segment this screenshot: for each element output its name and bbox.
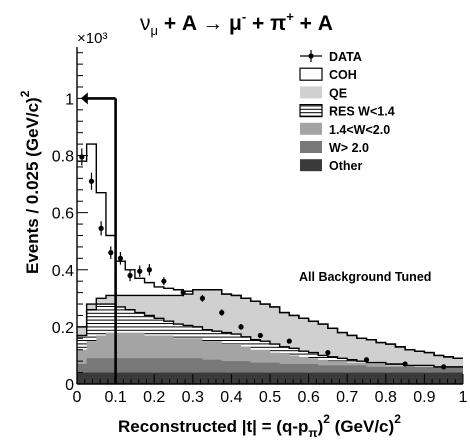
data-point — [257, 332, 263, 339]
legend-label: Other — [329, 159, 362, 173]
y-tick-label: 0.2 — [52, 320, 74, 337]
legend-entry: Other — [300, 159, 362, 173]
axes — [76, 47, 464, 385]
x-tick-label: 0.4 — [220, 389, 242, 406]
data-point-marker — [199, 295, 206, 301]
legend-entry: 1.4<W<2.0 — [300, 122, 390, 137]
data-point-marker — [363, 357, 370, 363]
data-point — [146, 264, 152, 276]
data-point — [325, 349, 331, 356]
data-point-marker — [325, 349, 331, 356]
data-point — [88, 172, 95, 190]
y-tick-label: 0.4 — [52, 263, 74, 280]
data-point-marker — [88, 178, 95, 184]
data-point-marker — [238, 324, 244, 330]
legend-label: QE — [329, 86, 347, 100]
data-point — [98, 221, 104, 236]
legend-entry: DATA — [300, 50, 362, 64]
data-point-marker — [441, 364, 447, 370]
legend-swatch — [300, 86, 322, 99]
legend-label: COH — [329, 68, 357, 82]
legend-swatch — [299, 103, 323, 118]
data-point-marker — [117, 255, 124, 261]
data-point-marker — [98, 225, 104, 231]
data-point-marker — [146, 267, 152, 273]
legend-label: RES W<1.4 — [329, 105, 395, 119]
data-point-marker — [219, 310, 225, 316]
y-tick-label: 0 — [65, 377, 74, 394]
chart-title: νμ + A → μ- + π+ + A — [140, 9, 333, 38]
legend-entry: COH — [299, 67, 357, 82]
y-tick-label: 0.8 — [52, 149, 74, 166]
x-tick-label: 0.7 — [336, 389, 358, 406]
data-point — [402, 361, 408, 367]
data-point-marker — [180, 290, 186, 296]
x-tick-label: 0.5 — [259, 389, 281, 406]
data-point — [441, 364, 447, 370]
y-tick-label: 0.6 — [52, 206, 74, 223]
data-point — [108, 246, 114, 259]
y-multiplier: ×10³ — [77, 30, 107, 47]
x-tick-label: 1 — [459, 389, 468, 406]
x-tick-label: 0.8 — [375, 389, 397, 406]
data-point-marker — [108, 250, 114, 256]
data-point-marker — [402, 361, 408, 367]
data-point-marker — [257, 332, 263, 339]
y-tick-labels: 0 0.2 0.4 0.6 0.8 1 — [52, 91, 74, 394]
legend-marker-dot — [308, 53, 314, 59]
data-point — [286, 338, 292, 344]
legend-label: DATA — [329, 50, 362, 64]
legend-swatch — [300, 122, 322, 135]
annotation-all-background-tuned: All Background Tuned — [299, 270, 431, 284]
data-points — [79, 148, 447, 370]
data-point — [199, 294, 206, 302]
data-point — [363, 357, 370, 363]
data-point-marker — [127, 272, 133, 279]
x-tick-labels: 0 0.1 0.2 0.3 0.4 0.5 0.6 0.7 0.8 0.9 1 — [73, 389, 468, 406]
y-tick-label: 1 — [65, 91, 74, 108]
y-axis-title: Events / 0.025 (GeV/c)2 — [18, 90, 42, 274]
legend-swatch — [300, 159, 322, 172]
legend-swatch — [300, 141, 322, 153]
coh-outline — [77, 143, 463, 359]
data-point — [117, 252, 124, 265]
data-point-marker — [161, 278, 167, 284]
x-tick-label: 0.1 — [104, 389, 126, 406]
x-axis-title: Reconstructed |t| = (q-pπ)2 (GeV/c)2 — [118, 412, 401, 440]
data-point — [137, 265, 143, 277]
res-outline — [77, 303, 463, 368]
legend-swatch — [299, 67, 323, 81]
data-point — [161, 277, 167, 286]
data-point — [219, 309, 225, 316]
data-point-marker — [137, 268, 143, 274]
x-tick-label: 0.3 — [182, 389, 204, 406]
data-point — [127, 269, 133, 282]
legend-label: W> 2.0 — [329, 141, 369, 155]
data-point-marker — [286, 338, 292, 344]
data-point — [180, 288, 186, 297]
x-tick-label: 0.9 — [413, 389, 435, 406]
legend-entry: W> 2.0 — [300, 141, 369, 155]
legend-entry: QE — [300, 86, 347, 100]
legend: DATA COH QE RES W<1.4 1.4<W<2.0 W> 2.0 Other — [299, 50, 395, 173]
legend-entry: RES W<1.4 — [299, 103, 395, 119]
data-point — [238, 324, 244, 330]
x-tick-label: 0 — [73, 389, 82, 406]
x-tick-label: 0.6 — [297, 389, 319, 406]
legend-label: 1.4<W<2.0 — [329, 123, 390, 137]
stacked-histogram — [77, 143, 463, 384]
x-tick-label: 0.2 — [143, 389, 165, 406]
